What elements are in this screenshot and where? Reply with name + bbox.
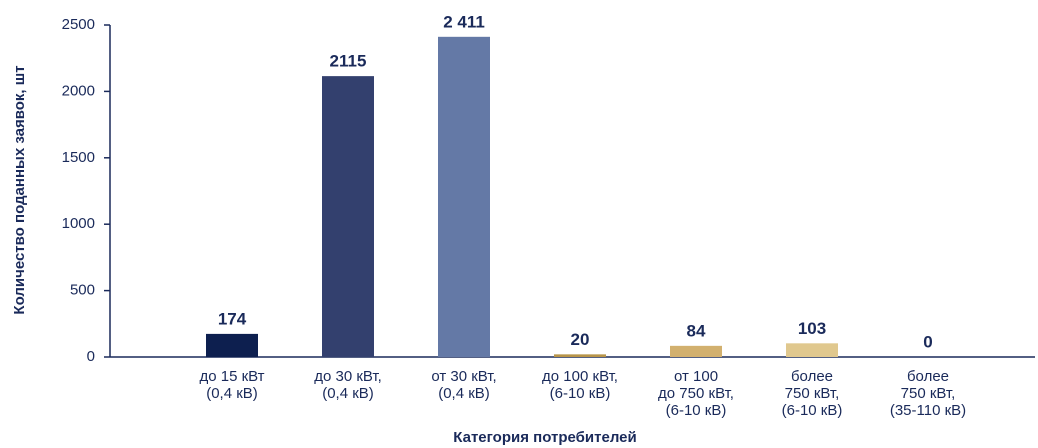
x-tick-label-line: (6-10 кВ) xyxy=(666,402,727,419)
x-tick-label: от 100 до 750 кВт, (6-10 кВ) xyxy=(658,368,734,419)
value-label: 20 xyxy=(571,330,590,349)
x-tick-label-line: более xyxy=(791,368,833,385)
value-label: 0 xyxy=(923,332,932,351)
x-tick-label: более 750 кВт, (35-110 кВ) xyxy=(890,368,966,419)
x-tick-label-line: от 30 кВт, xyxy=(431,368,496,385)
x-tick-label-line: (0,4 кВ) xyxy=(322,385,374,402)
bar xyxy=(786,343,838,357)
y-tick-label: 500 xyxy=(70,282,95,299)
x-tick-label: от 30 кВт, (0,4 кВ) xyxy=(431,368,496,402)
bar xyxy=(438,36,490,357)
x-tick-label-line: 750 кВт, xyxy=(901,385,956,402)
value-label: 2115 xyxy=(330,52,367,71)
x-tick-label-line: (6-10 кВ) xyxy=(550,385,611,402)
x-tick-label-line: (0,4 кВ) xyxy=(438,385,490,402)
value-label: 2 411 xyxy=(443,12,485,31)
y-axis-label: Количество поданных заявок, шт xyxy=(11,65,28,314)
x-tick-label: до 15 кВт (0,4 кВ) xyxy=(199,368,264,402)
y-tick-label: 0 xyxy=(87,348,95,365)
x-axis-label: Категория потребителей xyxy=(453,429,636,446)
value-label: 174 xyxy=(218,309,247,328)
x-tick-label-line: до 30 кВт, xyxy=(314,368,382,385)
x-tick-label-line: более xyxy=(907,368,949,385)
x-tick-label-line: до 100 кВт, xyxy=(542,368,618,385)
x-tick-label: до 100 кВт, (6-10 кВ) xyxy=(542,368,618,402)
x-tick-label-line: до 15 кВт xyxy=(199,368,264,385)
x-tick-label-line: (35-110 кВ) xyxy=(890,402,966,419)
y-tick-label: 1500 xyxy=(62,149,95,166)
x-tick-label-line: (6-10 кВ) xyxy=(782,402,843,419)
y-tick-label: 1000 xyxy=(62,215,95,232)
y-tick-label: 2000 xyxy=(62,82,95,99)
value-label: 84 xyxy=(687,321,706,340)
bar xyxy=(554,354,606,357)
bar xyxy=(670,345,722,357)
x-tick-label-line: до 750 кВт, xyxy=(658,385,734,402)
x-tick-label-line: 750 кВт, xyxy=(785,385,840,402)
x-tick-label: более 750 кВт, (6-10 кВ) xyxy=(782,368,843,419)
y-tick-label: 2500 xyxy=(62,16,95,33)
bar xyxy=(322,76,374,358)
x-tick-label-line: от 100 xyxy=(674,368,718,385)
value-label: 103 xyxy=(798,319,826,338)
x-tick-label: до 30 кВт, (0,4 кВ) xyxy=(314,368,382,402)
bar xyxy=(206,333,258,357)
x-tick-label-line: (0,4 кВ) xyxy=(206,385,258,402)
